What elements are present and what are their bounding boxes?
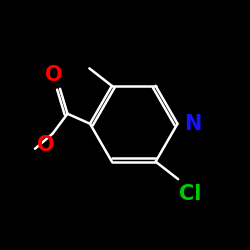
Text: N: N (184, 114, 201, 134)
Text: O: O (38, 135, 55, 155)
Text: O: O (45, 65, 62, 85)
Text: Cl: Cl (180, 184, 202, 204)
